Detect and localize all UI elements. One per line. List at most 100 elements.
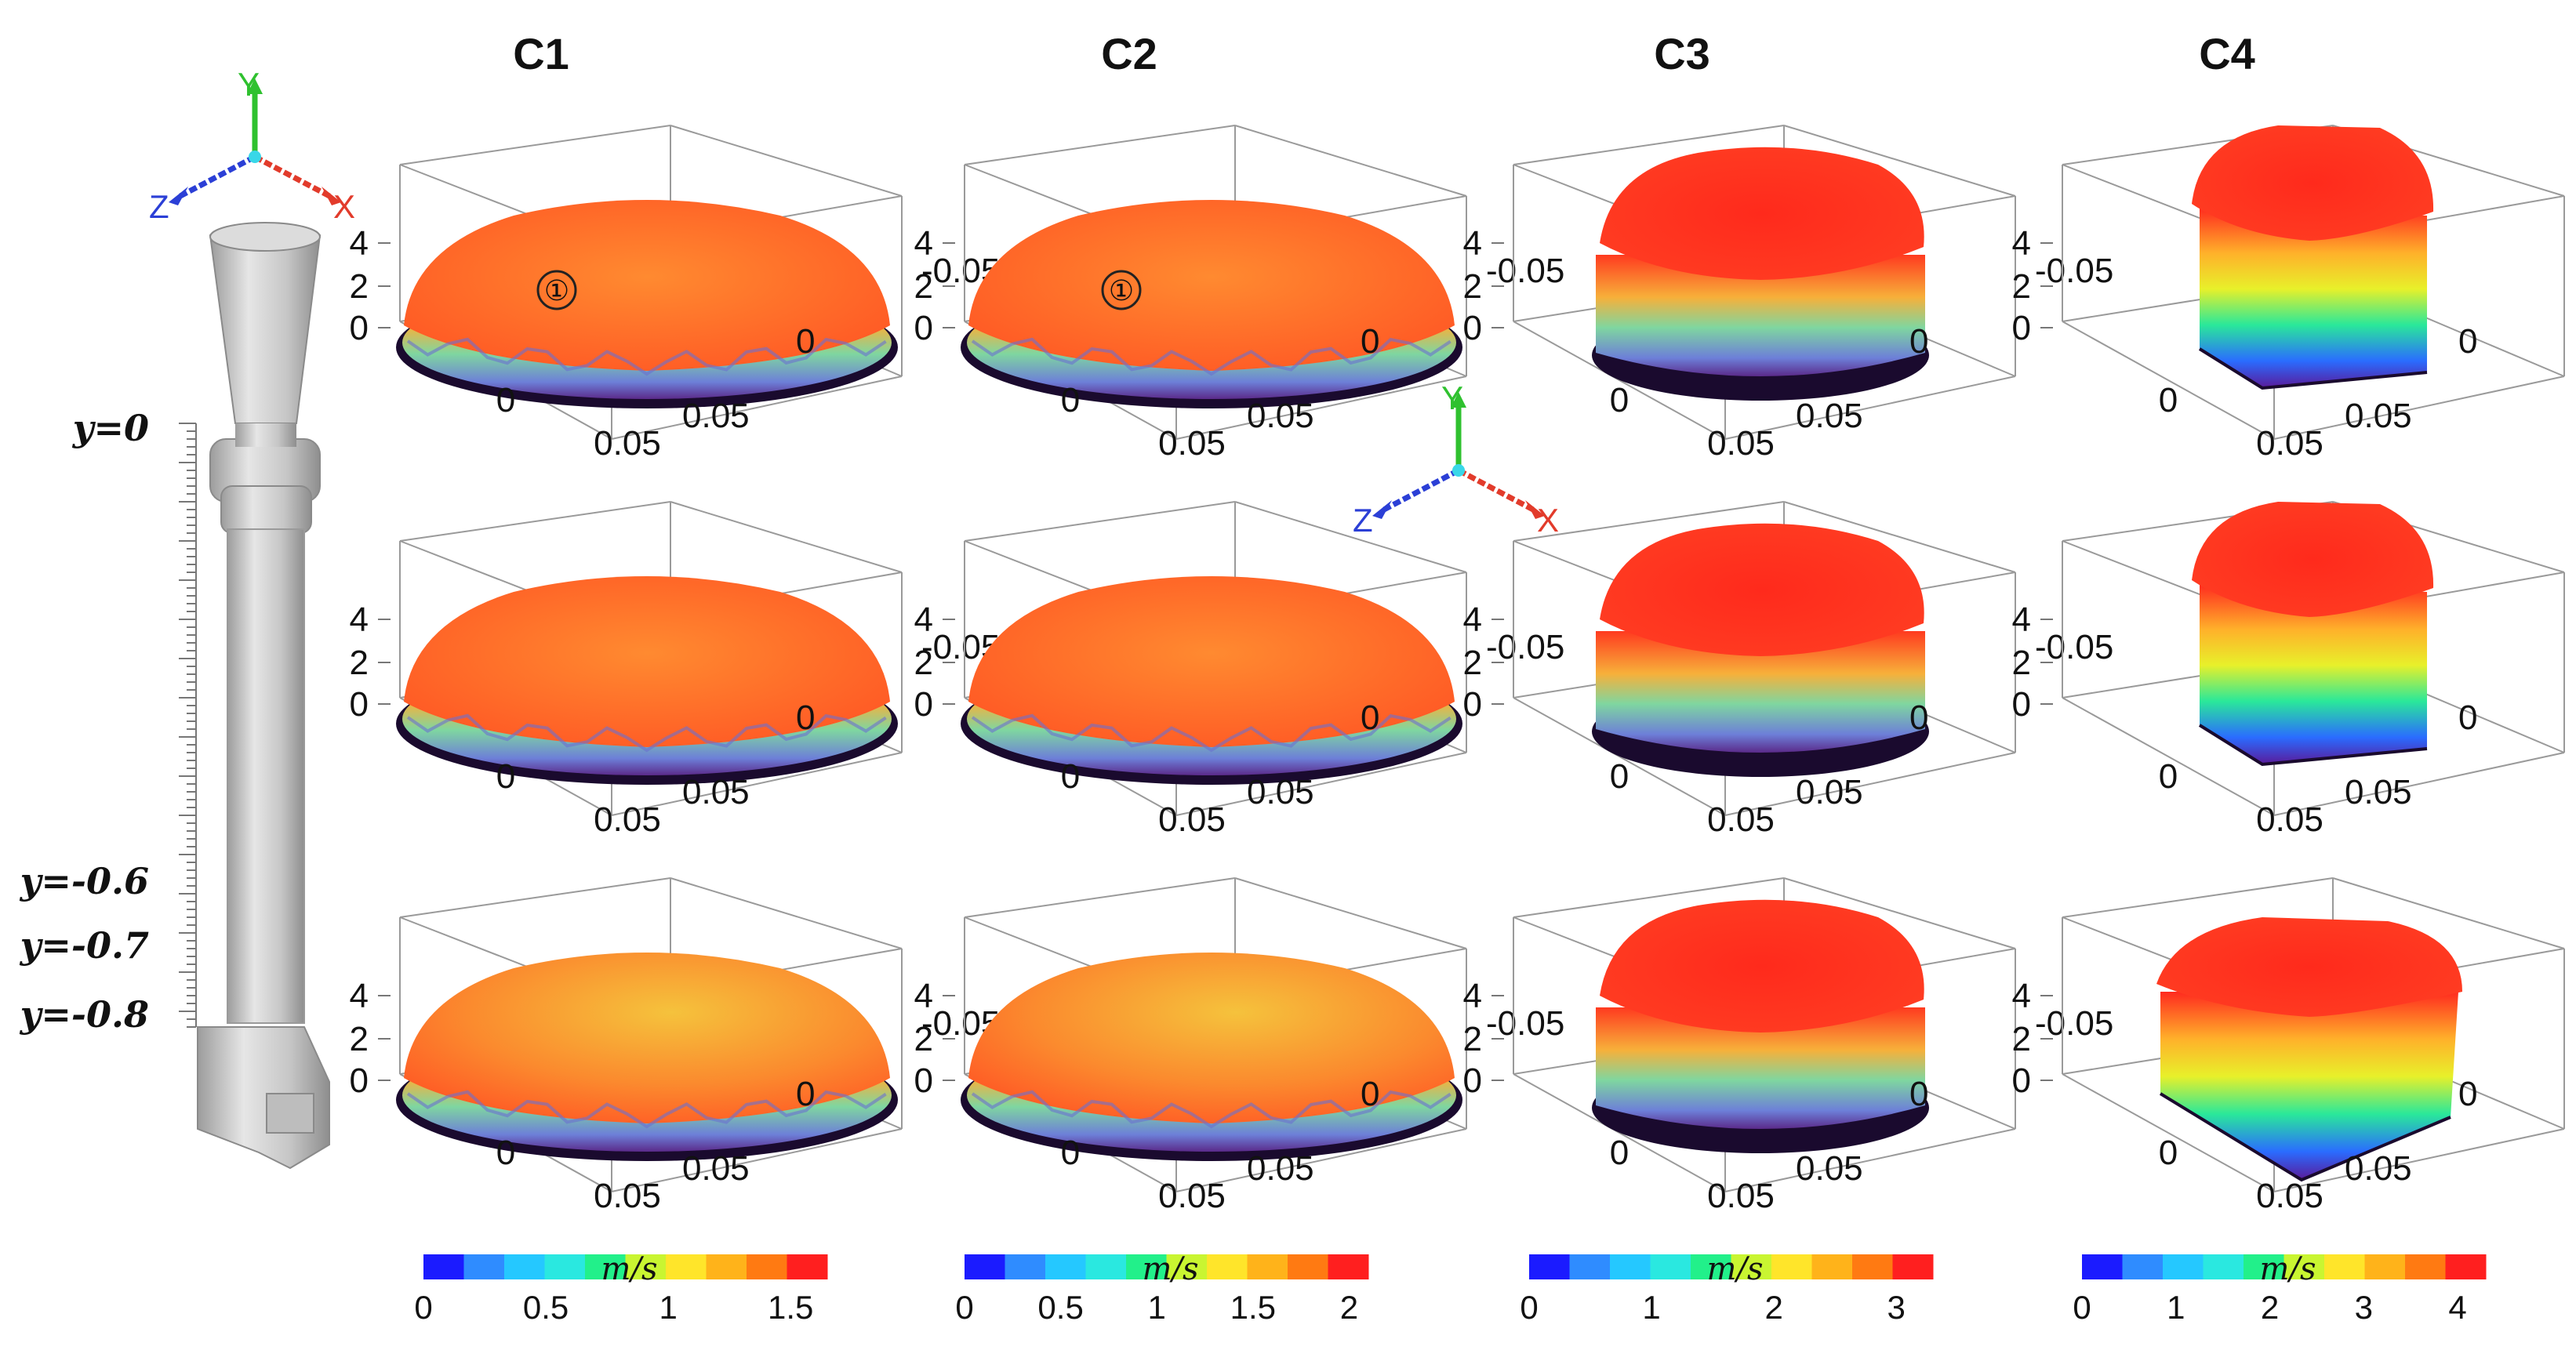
colorbar-swatch xyxy=(423,1254,464,1279)
depth-tick-label: 0.05 xyxy=(682,1149,750,1188)
triad-z-arrow xyxy=(169,187,188,205)
box-edge xyxy=(670,501,903,573)
z-tick-label: 4 xyxy=(914,224,933,263)
x-tick-label: 0.05 xyxy=(594,424,661,463)
z-tick-label: 2 xyxy=(1463,1020,1482,1058)
x-tick-label: 0 xyxy=(496,757,515,796)
box-edge xyxy=(399,501,671,542)
disk-rim-detail xyxy=(406,1090,887,1129)
colorbar-swatch xyxy=(2244,1254,2284,1279)
depth-tick-label: 0.05 xyxy=(2345,773,2412,811)
z-tick-label: 2 xyxy=(350,644,369,682)
colorbar-tick-label: 0 xyxy=(414,1289,432,1326)
colorbar-tick-label: 1.5 xyxy=(768,1289,813,1326)
depth-tick-label: 0 xyxy=(1909,699,1928,737)
colorbar-swatch xyxy=(504,1254,545,1279)
x-tick-label: 0.05 xyxy=(1158,424,1226,463)
colorbar-swatch xyxy=(666,1254,707,1279)
z-tick-label: 2 xyxy=(1463,644,1482,682)
box-edge xyxy=(1724,752,2016,816)
z-tick-label: 0 xyxy=(1463,685,1482,724)
box-edge xyxy=(2332,877,2565,949)
x-tick-label: 0 xyxy=(2159,757,2178,796)
triad-x-axis xyxy=(1457,467,1535,513)
colorbar-swatch xyxy=(1892,1254,1934,1279)
disk-top-surface xyxy=(404,576,890,747)
depth-tick-label: 0 xyxy=(1909,1075,1928,1113)
colorbar-swatch xyxy=(585,1254,626,1279)
disk-rim-detail xyxy=(971,713,1451,753)
colorbar-unit: m/s xyxy=(1143,1251,1199,1287)
x-tick-label: 0.05 xyxy=(1707,1177,1775,1215)
x-tick-label: 0.05 xyxy=(594,1177,661,1215)
colorbar-swatch xyxy=(965,1254,1005,1279)
disk-side xyxy=(1596,1007,1925,1129)
box-edge xyxy=(2062,697,2275,816)
pipe-outlet xyxy=(266,1093,314,1134)
pipe-label-1: y=-0.6 xyxy=(20,860,149,902)
box-edge xyxy=(1175,376,1467,440)
colorbar-swatch xyxy=(2445,1254,2487,1279)
z-tick-label: 2 xyxy=(2012,1020,2031,1058)
box-edge xyxy=(2062,1073,2275,1192)
disk-side xyxy=(1596,631,1925,753)
box-edge xyxy=(1783,877,2016,949)
depth-tick-label: 0.05 xyxy=(682,397,750,435)
depth-tick-label: 0 xyxy=(1361,699,1379,737)
colorbar-swatch xyxy=(2284,1254,2325,1279)
pipe-label-3: y=-0.8 xyxy=(20,993,149,1036)
colorbar-swatch xyxy=(1005,1254,1046,1279)
pipe-inlet xyxy=(209,222,321,252)
z-tick-label: 0 xyxy=(2012,309,2031,347)
x-tick-label: 0 xyxy=(1061,381,1080,419)
box-edge xyxy=(1234,501,1467,573)
marker-label: ① xyxy=(1109,274,1134,307)
depth-tick-label: 0 xyxy=(1361,1075,1379,1113)
z-tick-label: 0 xyxy=(914,685,933,724)
pipe-label-0: y=0 xyxy=(72,407,149,449)
disk-top-surface xyxy=(968,200,1455,371)
z-tick-label: 4 xyxy=(2012,601,2031,639)
triad-z-axis xyxy=(1382,467,1460,513)
depth-tick-label: 0 xyxy=(796,322,815,361)
z-tick-label: 4 xyxy=(1463,601,1482,639)
box-edge xyxy=(1513,697,1726,816)
disk-rim-detail xyxy=(971,337,1451,376)
depth-tick-label: 0 xyxy=(1361,322,1379,361)
column-title-c2: C2 xyxy=(1101,29,1157,78)
block-top-surface xyxy=(2192,125,2434,241)
triad-x-arrow xyxy=(1525,500,1545,519)
triad-y-arrow xyxy=(1451,392,1466,408)
depth-tick-label: 0 xyxy=(796,699,815,737)
x-tick-label: 0.05 xyxy=(2256,1177,2323,1215)
block-side xyxy=(2200,208,2427,388)
colorbar-tick-label: 0 xyxy=(1520,1289,1538,1326)
z-tick-label: 4 xyxy=(914,601,933,639)
triad-x-label: X xyxy=(1537,502,1559,539)
depth-tick-label: 0.05 xyxy=(1247,1149,1314,1188)
colorbar-swatch xyxy=(1691,1254,1731,1279)
pipe-nozzle xyxy=(209,227,322,424)
colorbar-swatch xyxy=(1288,1254,1328,1279)
wedge-base-outline xyxy=(2159,1092,2451,1182)
colorbar-swatch xyxy=(1852,1254,1893,1279)
x-tick-label: 0 xyxy=(496,1134,515,1172)
box-edge xyxy=(399,125,671,165)
depth-tick-label: -0.05 xyxy=(2035,1004,2113,1043)
colorbar-tick-label: 3 xyxy=(2355,1289,2373,1326)
disk-top-surface xyxy=(404,200,890,371)
z-tick-label: 4 xyxy=(350,224,369,263)
pipe-label-2: y=-0.7 xyxy=(20,924,149,967)
depth-tick-label: 0 xyxy=(796,1075,815,1113)
colorbar-swatch xyxy=(625,1254,667,1279)
block-side xyxy=(2200,584,2427,764)
z-tick-label: 0 xyxy=(350,685,369,724)
triad-z-label: Z xyxy=(1353,502,1373,539)
pipe-neck xyxy=(235,423,296,447)
box-edge xyxy=(611,376,903,440)
z-tick-label: 4 xyxy=(1463,224,1482,263)
block-top-surface xyxy=(2192,502,2434,617)
